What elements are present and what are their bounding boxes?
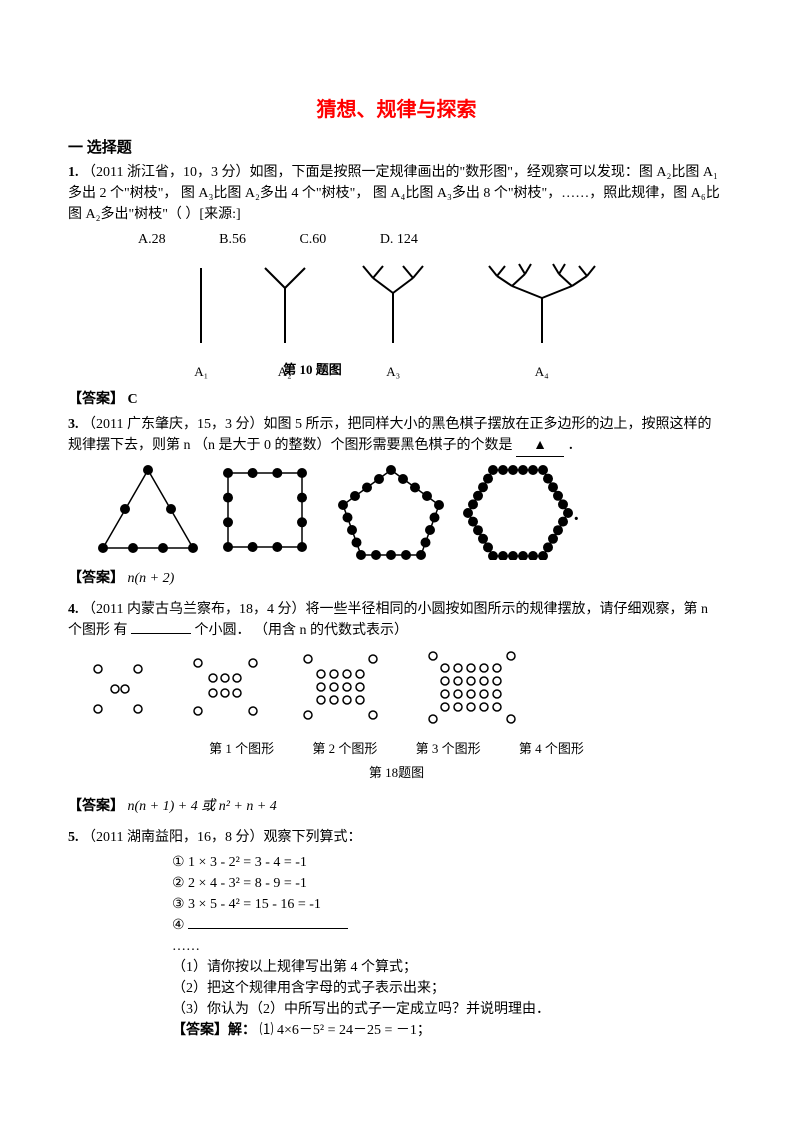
answer-label: 【答案】 (68, 392, 124, 407)
q5-answer: 【答案】解： ⑴ 4×6－5² = 24－25 = －1； (68, 1020, 725, 1041)
q4-fig-label-2: 第 2 个图形 (295, 739, 395, 759)
q5-answer-eq: ⑴ 4×6－5² = 24－25 = －1； (260, 1023, 431, 1038)
question-5: 5. （2011 湖南益阳，16，8 分）观察下列算式： (68, 827, 725, 848)
q1-opt-c: C.60 (299, 229, 326, 250)
q5-source: （2011 湖南益阳，16，8 分）观察下列算式： (82, 830, 361, 845)
q3-answer: 【答案】 n(n + 2) (68, 568, 725, 589)
tree-a4: A₄ (467, 258, 617, 382)
fig-label-a4: A₄ (467, 362, 617, 382)
q5-number: 5. (68, 830, 79, 845)
q5-sub-3: （3）你认为（2）中所写出的式子一定成立吗？并说明理由． (68, 999, 725, 1020)
blank-triangle: ▲ (516, 435, 564, 457)
q4-fig-caption: 第 18题图 (68, 763, 725, 783)
q5-line-3: ③ 3 × 5 - 4² = 15 - 16 = -1 (68, 894, 725, 915)
q4-number: 4. (68, 602, 79, 617)
page-title: 猜想、规律与探索 (68, 95, 725, 125)
q5-line-4-label: ④ (172, 918, 185, 933)
tree-a3: A₃ 第 10 题图 (343, 258, 443, 382)
fig-label-a1: A₁ (176, 362, 226, 382)
question-3: 3. （2011 广东肇庆，15，3 分）如图 5 所示，把同样大小的黑色棋子摆… (68, 414, 725, 457)
q5-sub-1: （1）请你按以上规律写出第 4 个算式； (68, 957, 725, 978)
circles-pattern-icon (68, 651, 548, 731)
svg-text:…: … (573, 503, 578, 525)
q4-answer-value: n(n + 1) + 4 或 n² + n + 4 (128, 799, 277, 814)
q1-number: 1. (68, 165, 79, 180)
q1-options: A.28 B.56 C.60 D. 124 (68, 229, 725, 250)
answer-label: 【答案】 (68, 799, 124, 814)
q1-opt-b: B.56 (219, 229, 246, 250)
tree-icon (176, 258, 226, 358)
answer-label: 【答案】 (68, 571, 124, 586)
q1-opt-d: D. 124 (380, 229, 418, 250)
tree-icon (467, 258, 617, 358)
q1-answer: 【答案】 C (68, 389, 725, 410)
q4-answer: 【答案】 n(n + 1) + 4 或 n² + n + 4 (68, 796, 725, 817)
tree-icon (343, 258, 443, 358)
answer-label: 【答案】解： (172, 1023, 256, 1038)
polygon-dots-icon: … (68, 465, 578, 560)
q5-line-2: ② 2 × 4 - 3² = 8 - 9 = -1 (68, 873, 725, 894)
q4-fig-label-4: 第 4 个图形 (501, 739, 601, 759)
q1-text: （2011 浙江省，10，3 分）如图，下面是按照一定规律画出的"数形图"，经观… (68, 165, 720, 222)
q3-text: （2011 广东肇庆，15，3 分）如图 5 所示，把同样大小的黑色棋子摆放在正… (68, 417, 711, 453)
q4-fig-label-3: 第 3 个图形 (398, 739, 498, 759)
q1-fig-caption: 第 10 题图 (283, 360, 342, 380)
q4-fig-labels: 第 1 个图形 第 2 个图形 第 3 个图形 第 4 个图形 (68, 739, 725, 759)
q5-dots: …… (68, 936, 725, 957)
q4-fig-label-1: 第 1 个图形 (192, 739, 292, 759)
fig-label-a3: A₃ (343, 362, 443, 382)
q3-answer-value: n(n + 2) (128, 571, 175, 586)
q4-text2: 个小圆． （用含 n 的代数式表示） (195, 623, 409, 638)
q5-line-4: ④ (68, 915, 725, 936)
q3-figure-row: … (68, 465, 725, 560)
q1-figure-row: A₁ A₂ A₃ 第 10 题图 (68, 258, 725, 382)
q3-number: 3. (68, 417, 79, 432)
q5-line-1: ① 1 × 3 - 2² = 3 - 4 = -1 (68, 852, 725, 873)
question-4: 4. （2011 内蒙古乌兰察布，18，4 分）将一些半径相同的小圆按如图所示的… (68, 599, 725, 641)
tree-icon (250, 258, 320, 358)
blank (131, 620, 191, 634)
question-1: 1. （2011 浙江省，10，3 分）如图，下面是按照一定规律画出的"数形图"… (68, 162, 725, 225)
q1-answer-value: C (128, 392, 138, 407)
q5-sub-2: （2）把这个规律用含字母的式子表示出来； (68, 978, 725, 999)
tree-a1: A₁ (176, 258, 226, 382)
blank (188, 915, 348, 929)
section-heading: 一 选择题 (68, 137, 725, 160)
q1-opt-a: A.28 (138, 229, 166, 250)
q4-figure-row (68, 651, 725, 731)
